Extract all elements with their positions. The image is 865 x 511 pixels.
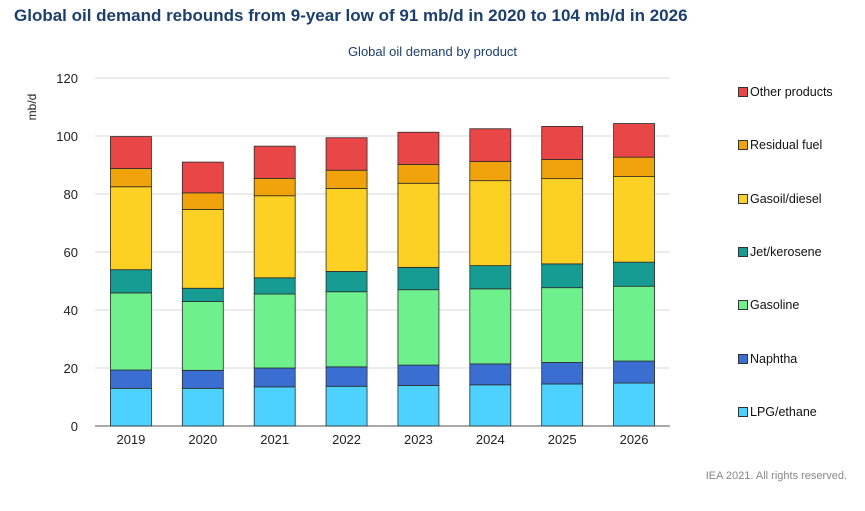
bar-segment-gasoline-2025: [541, 287, 584, 363]
y-axis-label: mb/d: [25, 94, 39, 121]
bar-segment-gasoline-2020: [181, 301, 224, 371]
x-tick-label: 2026: [620, 432, 649, 447]
bar-segment-gasoil-diesel-2024: [469, 180, 512, 267]
x-tick-label: 2024: [476, 432, 505, 447]
x-tick-label: 2021: [260, 432, 289, 447]
bar-segment-lpg-ethane-2023: [397, 384, 440, 427]
bar-segment-gasoil-diesel-2021: [253, 195, 296, 279]
bar-segment-naphtha-2024: [469, 363, 512, 386]
bar-segment-naphtha-2026: [613, 360, 655, 384]
legend-label: Residual fuel: [750, 138, 823, 153]
bar-segment-lpg-ethane-2022: [325, 385, 368, 427]
y-tick-label: 0: [71, 419, 78, 434]
bar-segment-gasoline-2022: [325, 291, 368, 368]
bar-segment-lpg-ethane-2021: [253, 386, 296, 427]
bar-segment-gasoline-2026: [613, 285, 655, 362]
x-tick-label: 2023: [404, 432, 433, 447]
x-tick-label: 2022: [332, 432, 361, 447]
bar-segment-gasoil-diesel-2026: [613, 176, 655, 263]
y-tick-label: 20: [64, 361, 78, 376]
y-tick-label: 80: [64, 187, 78, 202]
bar-segment-lpg-ethane-2020: [181, 387, 224, 427]
gridlines: [95, 77, 670, 427]
legend-label: LPG/ethane: [750, 404, 817, 419]
legend-label: Naphtha: [750, 351, 798, 366]
bar-segment-other-products-2025: [541, 126, 584, 160]
bar-segment-jet-kerosene-2026: [613, 261, 655, 287]
bar-segment-lpg-ethane-2026: [613, 382, 655, 427]
bar-segment-gasoil-diesel-2020: [181, 208, 224, 289]
bar-segment-other-products-2022: [325, 137, 368, 171]
bar-segment-jet-kerosene-2022: [325, 271, 368, 293]
legend-swatch: [738, 353, 748, 364]
legend-swatch: [738, 300, 748, 311]
legend-swatch: [738, 193, 748, 204]
y-tick-label: 60: [64, 245, 78, 260]
bar-segment-gasoil-diesel-2022: [325, 188, 368, 272]
bar-segment-jet-kerosene-2021: [253, 277, 296, 295]
bar-segment-naphtha-2023: [397, 364, 440, 386]
legend-label: Gasoil/diesel: [750, 191, 822, 206]
bar-segment-jet-kerosene-2024: [469, 265, 512, 290]
bar-segment-residual-fuel-2022: [325, 169, 368, 189]
bar-segment-other-products-2020: [181, 161, 224, 194]
bar-segment-naphtha-2020: [181, 369, 224, 389]
bar-segment-residual-fuel-2021: [253, 177, 296, 197]
chart-subtitle: Global oil demand by product: [347, 44, 518, 59]
bar-segment-other-products-2023: [397, 131, 440, 165]
bar-segment-gasoline-2023: [397, 289, 440, 366]
bar-segment-naphtha-2019: [110, 369, 152, 389]
bar-segment-residual-fuel-2026: [613, 156, 655, 177]
legend-label: Gasoline: [750, 298, 800, 313]
x-tick-label: 2019: [116, 432, 145, 447]
bar-segment-lpg-ethane-2019: [110, 387, 152, 427]
legend-swatch: [738, 140, 748, 151]
legend-swatch: [738, 246, 748, 257]
bar-segment-other-products-2021: [253, 145, 296, 179]
y-tick-label: 40: [64, 303, 78, 318]
bar-segment-other-products-2024: [469, 128, 512, 162]
bar-stacks: [110, 123, 655, 427]
bar-segment-gasoil-diesel-2023: [397, 182, 440, 268]
legend-label: Jet/kerosene: [750, 244, 822, 259]
x-axis-ticks: 2019 2020 2021 2022 2023 2024 2025 2026: [116, 432, 648, 447]
bar-segment-residual-fuel-2019: [110, 168, 152, 188]
bar-segment-naphtha-2022: [325, 366, 368, 387]
bar-segment-gasoline-2024: [469, 288, 512, 365]
y-tick-label: 100: [56, 129, 78, 144]
bar-segment-lpg-ethane-2025: [541, 383, 584, 427]
bar-segment-residual-fuel-2024: [469, 161, 512, 182]
bar-segment-jet-kerosene-2023: [397, 266, 440, 291]
bar-segment-lpg-ethane-2024: [469, 384, 512, 427]
y-tick-label: 120: [56, 71, 78, 86]
bar-segment-gasoline-2019: [110, 292, 152, 371]
bar-segment-naphtha-2025: [541, 362, 584, 385]
x-tick-label: 2025: [548, 432, 577, 447]
bar-segment-jet-kerosene-2019: [110, 269, 152, 294]
bar-segment-gasoil-diesel-2019: [110, 186, 152, 271]
chart-title: Global oil demand rebounds from 9-year l…: [14, 6, 688, 25]
bar-segment-residual-fuel-2025: [541, 159, 584, 180]
bar-segment-naphtha-2021: [253, 367, 296, 388]
copyright-credit: IEA 2021. All rights reserved.: [705, 470, 847, 482]
bar-segment-other-products-2019: [110, 136, 152, 169]
legend-swatch: [738, 406, 748, 417]
bar-segment-residual-fuel-2020: [181, 192, 224, 210]
bar-segment-other-products-2026: [613, 123, 655, 158]
legend-label: Other products: [750, 85, 833, 99]
bar-segment-gasoline-2021: [253, 293, 296, 369]
y-axis-ticks: 0 20 40 60 80 100 120: [56, 71, 78, 434]
bar-segment-jet-kerosene-2025: [541, 263, 584, 289]
bar-segment-jet-kerosene-2020: [181, 287, 224, 302]
bar-segment-gasoil-diesel-2025: [541, 178, 584, 265]
x-tick-label: 2020: [188, 432, 217, 447]
legend-swatch: [738, 87, 748, 97]
bar-segment-residual-fuel-2023: [397, 164, 440, 184]
